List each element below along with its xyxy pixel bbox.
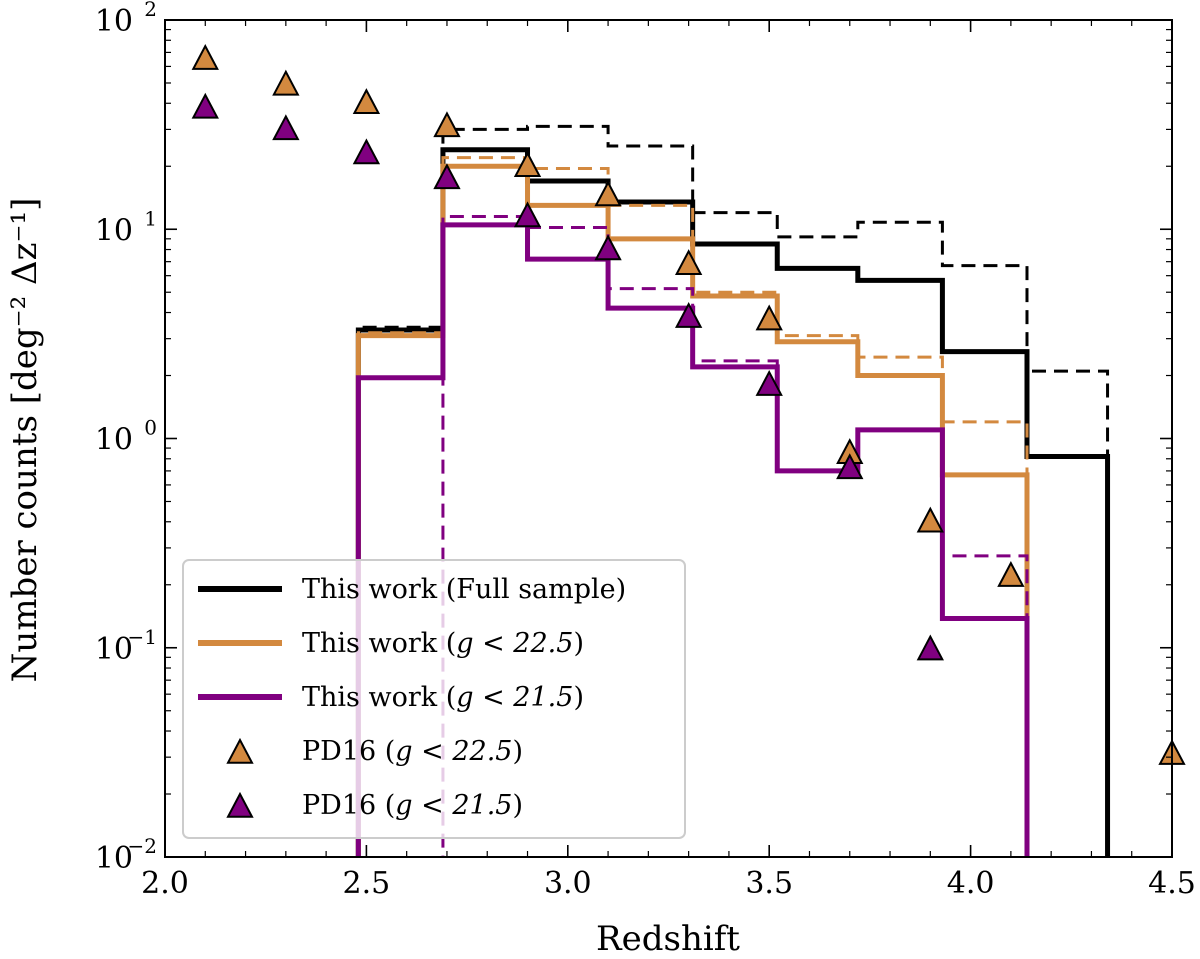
- legend-marker-swatch: [226, 737, 254, 764]
- data-point-pd16-g-21-5-: [594, 234, 622, 261]
- series-line-g-22-5-dashed-: [356, 156, 1029, 857]
- legend-label: This work (g < 21.5): [302, 682, 584, 713]
- legend-label-text: This work (: [302, 682, 456, 713]
- y-tick-label: 10: [95, 841, 133, 876]
- legend-label: PD16 (g < 22.5): [302, 736, 523, 767]
- legend-label-text: This work (: [302, 628, 456, 659]
- data-point-pd16-g-21-5-: [191, 92, 219, 119]
- legend-marker-swatch: [226, 791, 254, 818]
- legend-label-end: ): [513, 736, 524, 767]
- data-point-pd16-g-21-5-: [755, 369, 783, 396]
- x-axis-title: Redshift: [596, 919, 740, 959]
- legend-label-math: g < 22.5: [395, 736, 512, 767]
- x-tick-label: 4.5: [1148, 866, 1196, 901]
- data-point-pd16-g-22-5-: [594, 180, 622, 207]
- legend-label-math: g < 21.5: [395, 790, 512, 821]
- legend-label-text: PD16 (: [302, 736, 395, 767]
- y-tick-exponent: 0: [144, 416, 157, 440]
- legend: This work (Full sample)This work (g < 22…: [182, 559, 686, 839]
- y-tick-exponent: 2: [144, 0, 157, 21]
- x-tick-label: 3.0: [544, 866, 592, 901]
- data-point-pd16-g-21-5-: [836, 453, 864, 480]
- data-point-pd16-g-22-5-: [352, 88, 381, 115]
- data-point-pd16-g-22-5-: [674, 249, 703, 276]
- data-point-pd16-g-21-5-: [513, 201, 542, 228]
- legend-label: PD16 (g < 21.5): [302, 790, 523, 821]
- y-tick-exponent: −2: [128, 834, 157, 858]
- data-point-pd16-g-21-5-: [674, 302, 703, 328]
- legend-label-end: ): [513, 790, 524, 821]
- legend-label-text: This work (Full sample): [302, 574, 626, 605]
- legend-label-end: ): [573, 628, 584, 659]
- data-point-pd16-g-22-5-: [433, 111, 461, 138]
- y-axis-title: Number counts [deg⁻² Δz⁻¹]: [5, 198, 45, 683]
- data-point-pd16-g-21-5-: [916, 634, 944, 661]
- y-tick-exponent: −1: [128, 625, 157, 649]
- data-point-pd16-g-22-5-: [997, 560, 1025, 587]
- x-tick-label: 3.5: [745, 866, 793, 901]
- y-tick-label: 10: [95, 213, 133, 248]
- series-line-g-21-5-dashed-: [441, 215, 1029, 857]
- y-tick-label: 10: [95, 423, 133, 458]
- legend-label-math: g < 21.5: [456, 682, 573, 713]
- data-point-pd16-g-22-5-: [191, 44, 219, 70]
- data-point-pd16-g-22-5-: [272, 69, 300, 96]
- legend-label: This work (g < 22.5): [302, 628, 584, 659]
- legend-label: This work (Full sample): [302, 574, 626, 605]
- legend-label-math: g < 22.5: [456, 628, 573, 659]
- series-line-full-sample-dashed-: [356, 124, 1110, 857]
- data-point-pd16-g-22-5-: [916, 506, 944, 533]
- data-point-pd16-g-21-5-: [272, 114, 300, 141]
- x-tick-label: 2.0: [141, 866, 189, 901]
- x-tick-label: 2.5: [343, 866, 391, 901]
- data-point-pd16-g-21-5-: [433, 163, 461, 190]
- x-tick-label: 4.0: [947, 866, 995, 901]
- y-tick-exponent: 1: [144, 206, 157, 230]
- data-point-pd16-g-22-5-: [755, 304, 783, 331]
- series-line-this-work-full-sample-: [355, 147, 1111, 857]
- y-tick-label: 10: [95, 4, 133, 39]
- data-point-pd16-g-21-5-: [352, 138, 381, 165]
- y-tick-label: 10: [95, 632, 133, 667]
- legend-label-text: PD16 (: [302, 790, 395, 821]
- legend-box: [182, 559, 686, 839]
- data-point-pd16-g-22-5-: [513, 151, 542, 178]
- legend-label-end: ): [573, 682, 584, 713]
